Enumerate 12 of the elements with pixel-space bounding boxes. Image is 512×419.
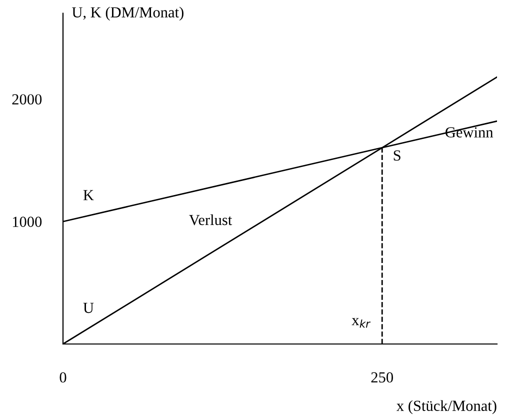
y-tick-label: 1000 (12, 216, 42, 227)
x-tick-label: 250 (371, 372, 393, 383)
annotation: K (83, 190, 94, 200)
y-axis-title: U, K (DM/Monat) (72, 6, 184, 21)
annotation: Verlust (189, 214, 232, 226)
annotation: x$_{kr}$ (352, 318, 371, 328)
annotation: U (83, 302, 94, 314)
x-tick-label: 0 (60, 372, 66, 383)
y-tick-label: 2000 (12, 94, 42, 105)
x-axis-title: x (Stück/Monat) (396, 400, 496, 414)
annotation: Gewinn (446, 127, 494, 138)
annotation: S (394, 150, 400, 161)
